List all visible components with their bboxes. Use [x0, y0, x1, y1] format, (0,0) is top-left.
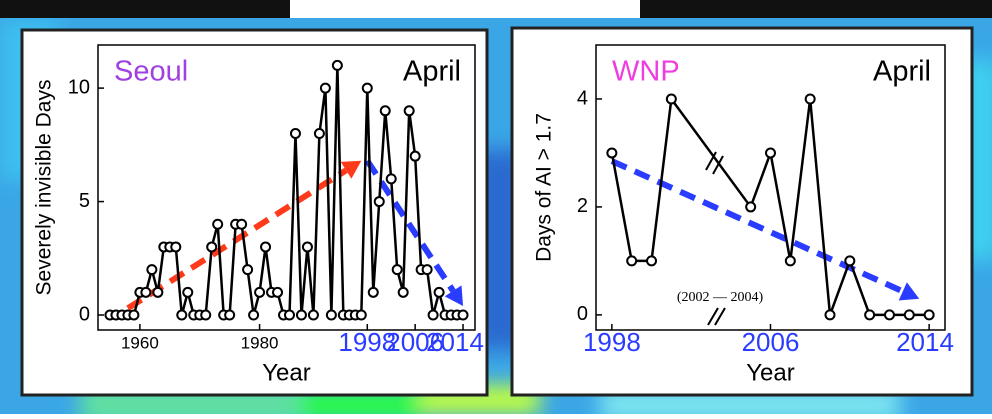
data-point	[177, 311, 186, 320]
plot-area	[98, 45, 475, 330]
data-point	[327, 311, 336, 320]
data-point	[261, 242, 270, 251]
data-point	[237, 220, 246, 229]
data-point	[171, 242, 180, 251]
y-tick-label: 0	[79, 303, 90, 325]
data-point	[309, 311, 318, 320]
chart-subtitle: April	[403, 56, 461, 88]
x-tick-label: 1960	[121, 333, 159, 352]
data-point	[243, 265, 252, 274]
data-point	[303, 242, 312, 251]
data-point	[213, 220, 222, 229]
x-tick-label: 2014	[896, 327, 954, 357]
figure: 0 5 10 1960 1980 1998 2006 2014 Year Severely inv…	[0, 0, 992, 414]
data-point	[315, 129, 324, 138]
data-point	[423, 265, 432, 274]
data-point	[147, 265, 156, 274]
data-point	[249, 311, 258, 320]
data-point	[405, 106, 414, 115]
chart-subtitle: April	[873, 56, 931, 88]
data-point	[321, 84, 330, 93]
data-point	[207, 242, 216, 251]
data-point	[607, 148, 616, 157]
data-point	[129, 311, 138, 320]
data-point	[905, 310, 914, 319]
x-tick-label: 1998	[583, 327, 641, 357]
data-point	[363, 84, 372, 93]
data-point	[459, 311, 468, 320]
x-tick-label: 2014	[426, 327, 484, 357]
data-point	[746, 202, 755, 211]
data-point	[273, 288, 282, 297]
chart-title: WNP	[612, 56, 680, 88]
data-point	[381, 106, 390, 115]
data-point	[647, 256, 656, 265]
x-tick-label: 1980	[241, 333, 279, 352]
data-point	[375, 197, 384, 206]
data-point	[393, 265, 402, 274]
data-point	[183, 288, 192, 297]
data-point	[357, 311, 366, 320]
data-point	[291, 129, 300, 138]
data-point	[627, 256, 636, 265]
data-point	[925, 310, 934, 319]
annotation: (2002 — 2004)	[677, 290, 764, 305]
data-point	[387, 174, 396, 183]
data-point	[435, 288, 444, 297]
y-axis-title: Severely invisible Days	[33, 80, 56, 296]
data-point	[297, 311, 306, 320]
data-point	[411, 152, 420, 161]
x-axis-title: Year	[262, 359, 311, 386]
data-point	[369, 288, 378, 297]
data-point	[285, 311, 294, 320]
y-tick-label: 2	[577, 195, 588, 217]
data-point	[255, 288, 264, 297]
data-point	[667, 94, 676, 103]
data-point	[865, 310, 874, 319]
data-point	[333, 61, 342, 70]
x-axis-title: Year	[746, 359, 795, 386]
data-point	[399, 288, 408, 297]
data-point	[845, 256, 854, 265]
data-point	[885, 310, 894, 319]
x-tick-label: 2006	[742, 327, 800, 357]
y-axis-title: Days of AI > 1.7	[533, 113, 556, 262]
data-point	[786, 256, 795, 265]
chart-title: Seoul	[114, 56, 188, 88]
data-point	[766, 148, 775, 157]
data-point	[825, 310, 834, 319]
y-tick-label: 5	[79, 190, 90, 212]
y-tick-label: 4	[577, 87, 588, 109]
data-point	[429, 311, 438, 320]
data-point	[201, 311, 210, 320]
y-tick-label: 0	[577, 303, 588, 325]
data-point	[153, 288, 162, 297]
data-point	[225, 311, 234, 320]
data-point	[141, 288, 150, 297]
data-point	[806, 94, 815, 103]
y-tick-label: 10	[68, 76, 90, 98]
